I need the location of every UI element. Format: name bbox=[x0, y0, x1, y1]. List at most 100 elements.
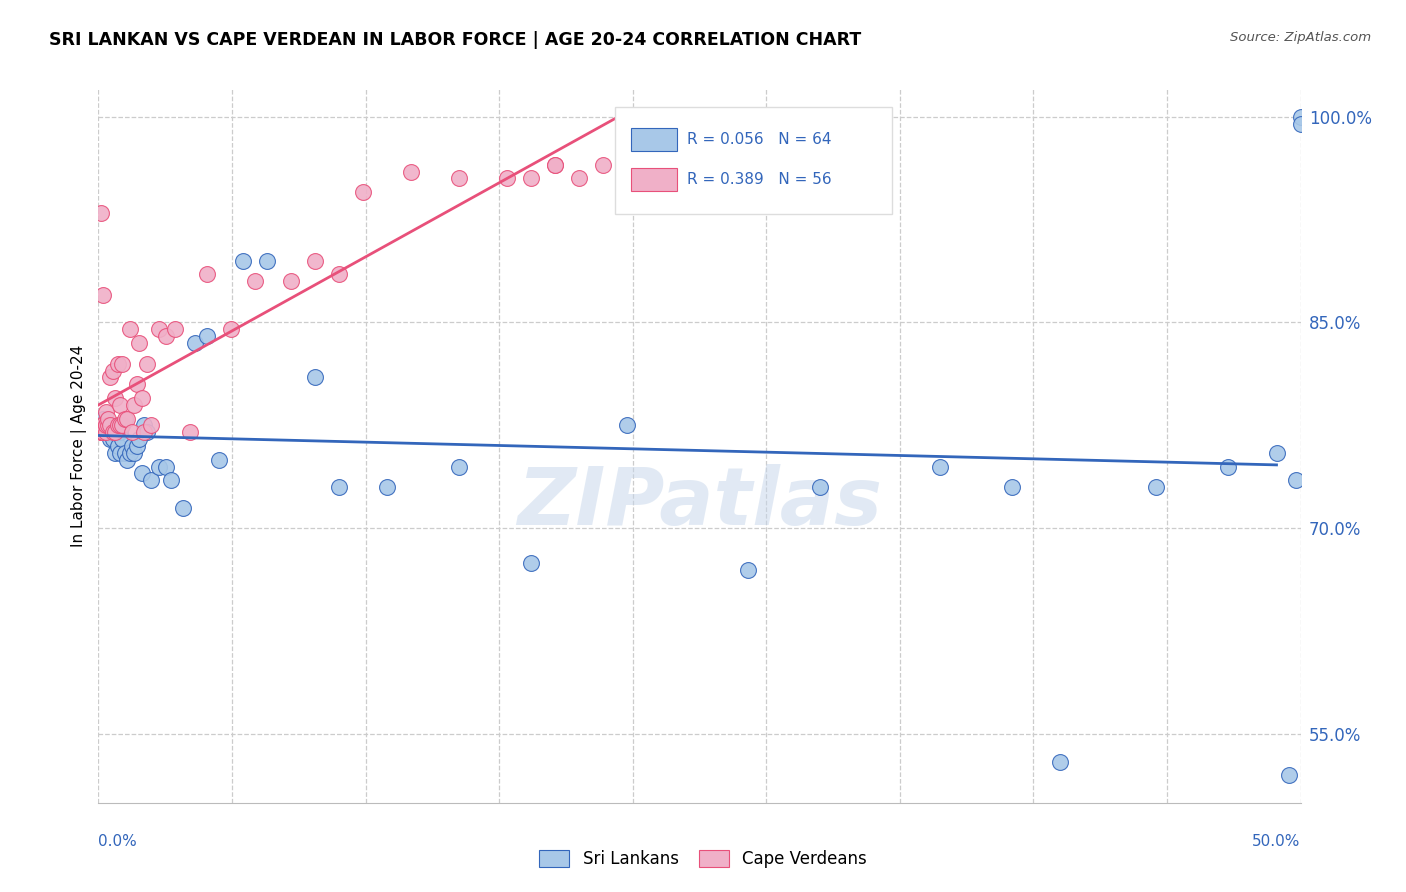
Point bbox=[101, 425, 124, 440]
Point bbox=[108, 418, 131, 433]
Point bbox=[101, 432, 124, 446]
Point bbox=[328, 480, 350, 494]
Point bbox=[243, 274, 266, 288]
Point bbox=[118, 446, 141, 460]
Point bbox=[114, 411, 136, 425]
Point bbox=[304, 370, 326, 384]
Point bbox=[399, 164, 422, 178]
Point bbox=[219, 322, 242, 336]
Point bbox=[107, 418, 129, 433]
Point bbox=[128, 432, 150, 446]
Point bbox=[155, 329, 177, 343]
Point bbox=[544, 158, 567, 172]
Point bbox=[94, 425, 117, 440]
Text: Source: ZipAtlas.com: Source: ZipAtlas.com bbox=[1230, 31, 1371, 45]
Point bbox=[97, 418, 120, 433]
Point bbox=[111, 418, 134, 433]
Point bbox=[808, 480, 831, 494]
Point bbox=[117, 411, 139, 425]
Point bbox=[159, 473, 181, 487]
Point bbox=[91, 418, 114, 433]
Point bbox=[108, 398, 131, 412]
Point bbox=[131, 467, 153, 481]
Point bbox=[117, 452, 139, 467]
Point bbox=[1001, 480, 1024, 494]
Point bbox=[165, 322, 187, 336]
Point bbox=[1289, 116, 1312, 130]
Point bbox=[1049, 755, 1071, 769]
Point bbox=[94, 418, 117, 433]
Point bbox=[616, 110, 638, 124]
Point bbox=[148, 322, 170, 336]
Point bbox=[256, 253, 278, 268]
Point bbox=[107, 439, 129, 453]
Point bbox=[447, 171, 470, 186]
Point bbox=[280, 274, 302, 288]
Point bbox=[125, 439, 148, 453]
Point bbox=[118, 322, 141, 336]
Point bbox=[447, 459, 470, 474]
Point bbox=[520, 556, 543, 570]
Point bbox=[100, 418, 122, 433]
Point bbox=[208, 452, 231, 467]
Point bbox=[179, 425, 201, 440]
Legend: Sri Lankans, Cape Verdeans: Sri Lankans, Cape Verdeans bbox=[533, 843, 873, 875]
Point bbox=[111, 432, 134, 446]
Point bbox=[104, 446, 127, 460]
Point bbox=[352, 185, 374, 199]
Point bbox=[172, 500, 194, 515]
Point bbox=[94, 418, 117, 433]
Point bbox=[132, 425, 155, 440]
Point bbox=[375, 480, 398, 494]
Point bbox=[304, 253, 326, 268]
Point bbox=[568, 171, 591, 186]
Point bbox=[90, 418, 112, 433]
Point bbox=[100, 370, 122, 384]
Point bbox=[104, 391, 127, 405]
Point bbox=[1285, 473, 1308, 487]
Point bbox=[131, 391, 153, 405]
Point bbox=[520, 171, 543, 186]
Point bbox=[91, 425, 114, 440]
Point bbox=[155, 459, 177, 474]
Point bbox=[101, 363, 124, 377]
Point bbox=[94, 425, 117, 440]
Point bbox=[496, 171, 519, 186]
FancyBboxPatch shape bbox=[631, 128, 676, 151]
Point bbox=[91, 288, 114, 302]
Point bbox=[1289, 110, 1312, 124]
Text: R = 0.389   N = 56: R = 0.389 N = 56 bbox=[688, 172, 832, 187]
Point bbox=[141, 418, 163, 433]
FancyBboxPatch shape bbox=[616, 107, 891, 214]
Text: ZIPatlas: ZIPatlas bbox=[517, 464, 882, 542]
Point bbox=[195, 329, 218, 343]
Point bbox=[1277, 768, 1299, 782]
Point bbox=[737, 562, 759, 576]
Point bbox=[108, 425, 131, 440]
Point bbox=[195, 268, 218, 282]
Point bbox=[94, 418, 117, 433]
Point bbox=[90, 418, 112, 433]
Point bbox=[1265, 446, 1288, 460]
Point bbox=[616, 418, 638, 433]
Point bbox=[90, 205, 112, 219]
Point bbox=[121, 439, 143, 453]
Point bbox=[544, 158, 567, 172]
Point bbox=[90, 425, 112, 440]
Point bbox=[132, 418, 155, 433]
Point bbox=[124, 398, 146, 412]
Point bbox=[135, 425, 157, 440]
Point bbox=[91, 418, 114, 433]
Point bbox=[114, 446, 136, 460]
Text: 50.0%: 50.0% bbox=[1253, 834, 1301, 849]
Point bbox=[97, 418, 120, 433]
Point bbox=[100, 425, 122, 440]
Point bbox=[91, 411, 114, 425]
Point bbox=[183, 336, 205, 351]
Point bbox=[90, 418, 112, 433]
Point bbox=[100, 432, 122, 446]
Point bbox=[90, 418, 112, 433]
Point bbox=[135, 357, 157, 371]
Point bbox=[928, 459, 950, 474]
Point bbox=[128, 336, 150, 351]
